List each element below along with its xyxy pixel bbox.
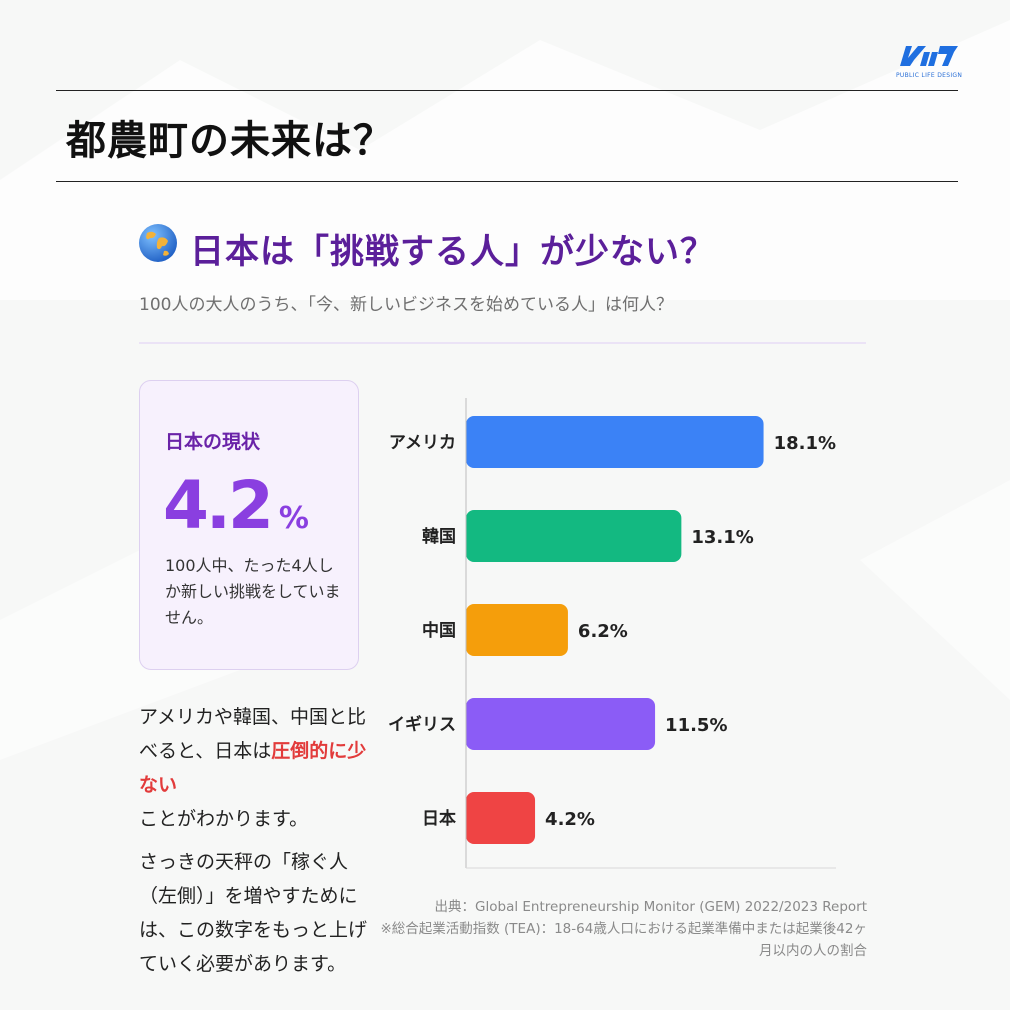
section-subtitle: 100人の大人のうち、「今、新しいビジネスを始めている人」は何人？ xyxy=(139,295,673,315)
source-line-2: ※総合起業活動指数 (TEA)：18-64歳人口における起業準備中または起業後4… xyxy=(380,921,867,959)
globe-icon xyxy=(139,224,177,262)
category-label-4: 日本 xyxy=(422,808,456,829)
value-label-0: 18.1% xyxy=(774,433,836,454)
logo-mark xyxy=(900,46,958,66)
brand-tagline: PUBLIC LIFE DESIGN xyxy=(896,72,963,79)
source-line-1: 出典：Global Entrepreneurship Monitor (GEM)… xyxy=(434,899,867,915)
source-note: 出典：Global Entrepreneurship Monitor (GEM)… xyxy=(367,896,867,962)
value-label-2: 6.2% xyxy=(578,621,628,642)
value-label-1: 13.1% xyxy=(691,527,753,548)
status-card-value-row: 4.2% xyxy=(163,467,309,544)
brand-logo xyxy=(896,40,960,84)
body-paragraph-2: さっきの天秤の「稼ぐ人（左側）」を増やすためには、この数字をもっと上げていく必要… xyxy=(139,851,368,975)
status-card-description: 100人中、たった4人しか新しい挑戦をしていません。 xyxy=(165,556,341,627)
body-paragraph-1: アメリカや韓国、中国と比べると、日本は圧倒的に少ないことがわかります。 xyxy=(139,700,369,836)
value-label-3: 11.5% xyxy=(665,715,727,736)
bar-1 xyxy=(466,510,682,562)
paragraph-1-text: アメリカや韓国、中国と比べると、日本は xyxy=(139,706,367,762)
status-card-unit: % xyxy=(278,501,309,536)
value-label-4: 4.2% xyxy=(545,809,595,830)
subtitle-divider xyxy=(139,342,866,344)
bar-2 xyxy=(466,604,568,656)
paragraph-1-emphasis: 圧倒的に少ない xyxy=(139,740,367,796)
status-card: 日本の現状 4.2% 100人中、たった4人しか新しい挑戦をしていません。 xyxy=(139,380,359,670)
bar-chart: アメリカ 18.1% 韓国 13.1% 中国 6.2% イギリス 11.5% 日本 4.2% xyxy=(388,398,836,869)
status-card-label: 日本の現状 xyxy=(165,431,261,453)
category-label-3: イギリス xyxy=(388,715,456,735)
category-label-2: 中国 xyxy=(422,620,456,641)
title-bottom-rule xyxy=(56,181,958,182)
page-title: 都農町の未来は？ xyxy=(66,118,394,164)
section-title: 日本は「挑戦する人」が少ない？ xyxy=(190,232,715,272)
paragraph-1-ending: ことがわかります。 xyxy=(139,808,309,830)
bar-0 xyxy=(466,416,764,468)
category-label-0: アメリカ xyxy=(389,433,456,453)
status-card-value: 4.2 xyxy=(163,467,274,544)
title-top-rule xyxy=(56,90,958,91)
bar-3 xyxy=(466,698,656,750)
bar-4 xyxy=(466,792,536,844)
category-label-1: 韓国 xyxy=(422,526,456,547)
